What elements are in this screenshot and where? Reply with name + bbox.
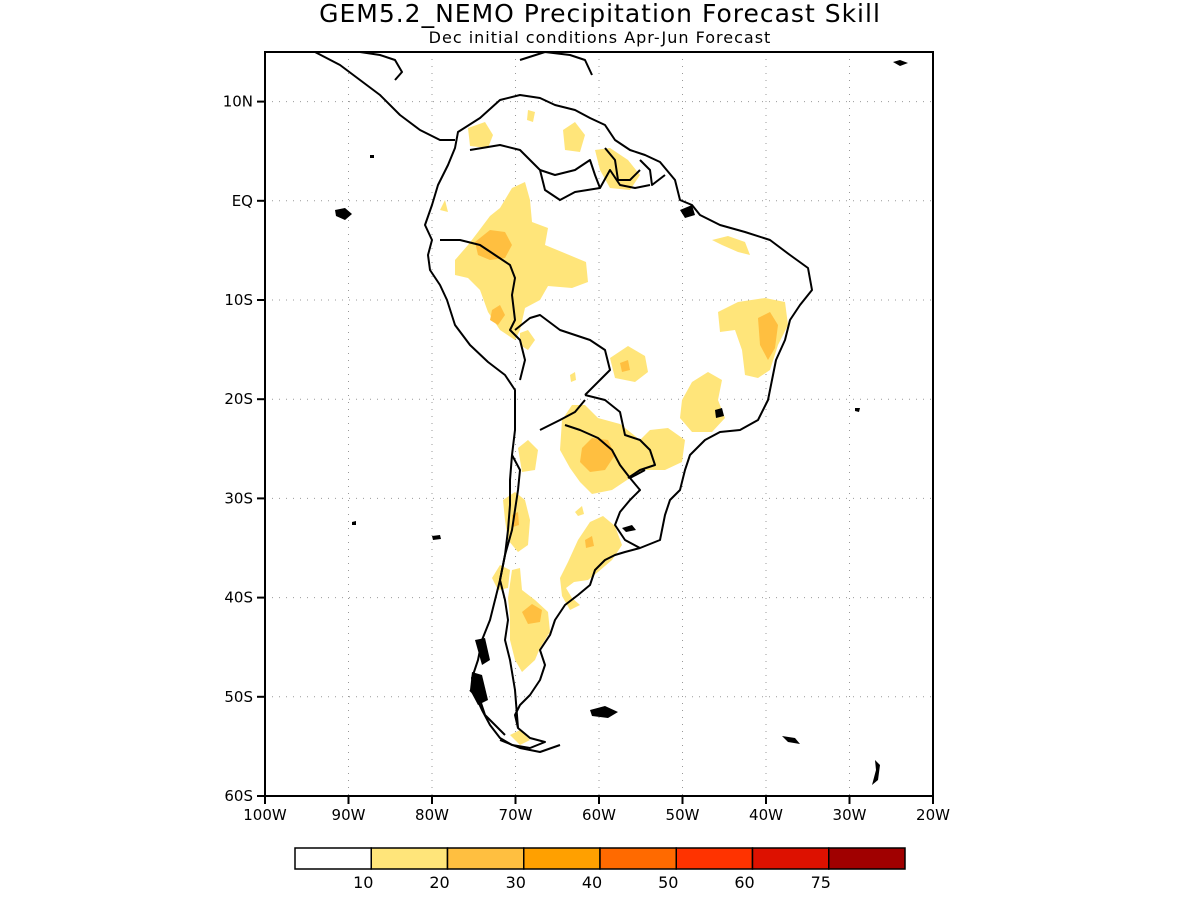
colorbar-label: 75: [811, 873, 831, 892]
lon-tick-label: 100W: [243, 806, 287, 824]
colorbar-label: 60: [734, 873, 754, 892]
colorbar-label: 40: [582, 873, 602, 892]
lat-tick-label: 10S: [224, 291, 253, 309]
lat-tick-label: 50S: [224, 688, 253, 706]
colorbar-swatch: [523, 847, 601, 870]
axis-ticks: [257, 100, 934, 804]
skill-level-20-30: [475, 230, 778, 624]
colorbar-label: 50: [658, 873, 678, 892]
coastlines-and-borders: [314, 51, 813, 753]
map-title: GEM5.2_NEMO Precipitation Forecast Skill: [319, 0, 881, 28]
colorbar-swatch: [599, 847, 677, 870]
skill-level-10-20: [440, 110, 788, 745]
lon-tick-label: 20W: [916, 806, 950, 824]
colorbar-swatch: [294, 847, 372, 870]
lon-tick-label: 90W: [332, 806, 366, 824]
lon-tick-label: 40W: [749, 806, 783, 824]
lat-tick-label: 40S: [224, 589, 253, 607]
lat-tick-label: 10N: [223, 93, 253, 111]
colorbar-swatch: [446, 847, 525, 870]
lon-tick-label: 80W: [415, 806, 449, 824]
map-subtitle: Dec initial conditions Apr-Jun Forecast: [428, 28, 772, 47]
colorbar-swatch: [751, 847, 830, 870]
colorbar-label: 10: [353, 873, 373, 892]
colorbar-swatch: [370, 847, 449, 870]
colorbar: 10 20 30 40 50 60 75: [294, 847, 906, 892]
lat-tick-label: 30S: [224, 489, 253, 507]
colorbar-label: 30: [506, 873, 526, 892]
colorbar-swatch: [675, 847, 754, 870]
lon-tick-label: 70W: [499, 806, 533, 824]
lon-tick-label: 60W: [582, 806, 616, 824]
colorbar-label: 20: [429, 873, 449, 892]
colorbar-swatch: [828, 847, 906, 870]
lon-tick-label: 50W: [666, 806, 700, 824]
lat-tick-label: EQ: [232, 192, 253, 210]
lat-tick-label: 20S: [224, 390, 253, 408]
lon-tick-label: 30W: [833, 806, 867, 824]
lat-tick-label: 60S: [224, 787, 253, 805]
islands: [335, 60, 908, 785]
skill-shading: [440, 110, 788, 745]
